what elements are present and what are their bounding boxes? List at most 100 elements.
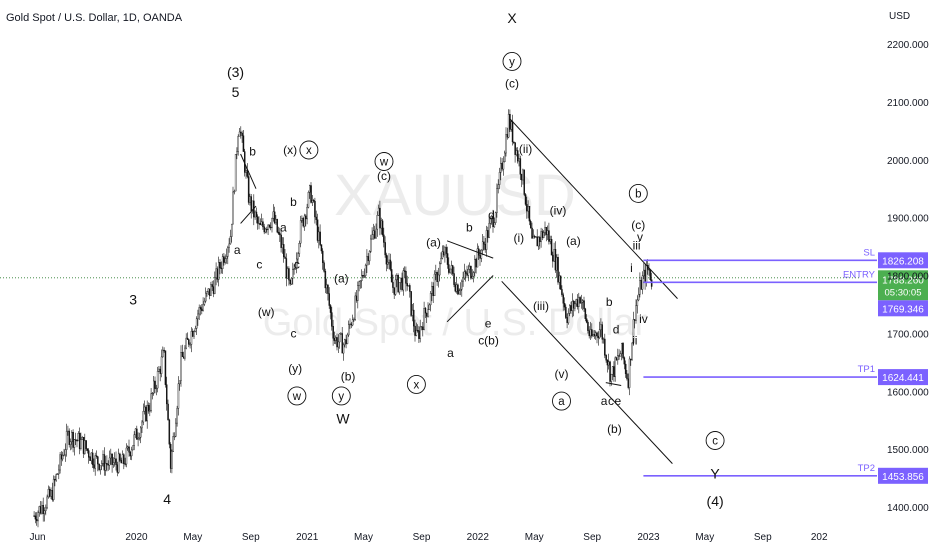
candle-body (427, 309, 429, 317)
trendline[interactable] (446, 240, 494, 259)
trendline[interactable] (605, 382, 622, 386)
candle-body (309, 185, 311, 193)
candle-body (614, 357, 617, 378)
candle-body (107, 464, 109, 466)
candle-body (518, 158, 520, 162)
candle-body (273, 211, 276, 224)
candle-body (69, 441, 72, 445)
candle-body (454, 284, 457, 292)
candle-body (164, 350, 167, 385)
candle-body (108, 457, 111, 466)
y-tick-label: 1500.000 (887, 445, 929, 456)
candle-body (588, 330, 591, 337)
candle-body (362, 275, 364, 277)
candle-body (423, 308, 425, 330)
candle-body (384, 242, 386, 256)
candle-body (436, 272, 438, 283)
currency-label: USD (889, 11, 910, 22)
candle-body (254, 211, 256, 218)
candle-body (466, 273, 468, 276)
candle-body (536, 236, 539, 247)
candle-body (163, 349, 165, 352)
candle-body (626, 373, 628, 379)
candle-body (202, 304, 204, 311)
candle-body (324, 271, 327, 289)
candle-body (631, 342, 633, 361)
candle-body (623, 357, 626, 365)
candle-body (162, 349, 164, 358)
candle-body (565, 306, 567, 318)
candle-body (221, 256, 224, 270)
candle-body (628, 358, 631, 388)
candle-body (311, 199, 314, 203)
candle-body (182, 356, 185, 359)
candle-body (450, 265, 453, 270)
candle-body (223, 256, 225, 263)
candle-body (136, 428, 138, 440)
watermark-symbol: XAUUSD (334, 163, 576, 228)
y-tick-label: 1800.000 (887, 272, 929, 283)
candle-body (232, 191, 234, 225)
trendline[interactable] (446, 275, 494, 323)
candle-body (540, 231, 542, 242)
candle-body (435, 272, 437, 275)
candle-body (197, 313, 199, 319)
candle-body (332, 326, 334, 339)
candle-body (346, 334, 349, 344)
candle-body (257, 216, 259, 224)
candle-body (294, 267, 297, 269)
candle-body (319, 231, 321, 245)
candle-body (598, 329, 601, 338)
trendline[interactable] (501, 280, 673, 464)
wave-label: 3 (129, 291, 137, 307)
y-tick-label: 1700.000 (887, 329, 929, 340)
candle-body (381, 220, 384, 236)
candle-body (437, 274, 440, 283)
trendline[interactable] (240, 205, 257, 224)
candle-body (407, 285, 410, 287)
candle-body (583, 300, 585, 310)
candle-body (216, 268, 219, 280)
trendline[interactable] (509, 118, 678, 299)
candle-body (639, 280, 641, 295)
y-tick-label: 1900.000 (887, 214, 929, 225)
level-price-box (878, 369, 928, 386)
candle-body (171, 451, 173, 469)
symbol-title[interactable]: Gold Spot / U.S. Dollar, 1D, OANDA (6, 12, 183, 24)
candle-body (245, 170, 247, 173)
wave-label: 5 (232, 84, 240, 100)
candle-body (207, 288, 210, 292)
candle-body (621, 343, 623, 355)
candle-body (328, 293, 331, 306)
trendline[interactable] (240, 153, 257, 189)
wave-circle (705, 431, 725, 450)
candle-body (363, 275, 366, 277)
candle-body (636, 299, 639, 306)
candle-body (553, 248, 555, 262)
candle-body (448, 264, 450, 273)
candle-body (191, 331, 194, 337)
candle-body (641, 275, 644, 290)
candle-body (589, 329, 592, 337)
wave-label: b (249, 145, 256, 159)
candle-body (64, 449, 67, 456)
candle-body (188, 339, 190, 345)
wave-label: d (488, 208, 495, 222)
y-tick-label: 2200.000 (887, 40, 929, 51)
candle-body (234, 153, 237, 192)
candle-body (41, 505, 43, 514)
candle-body (519, 158, 522, 175)
candle-body (325, 284, 328, 289)
x-tick-label: Jun (29, 532, 45, 543)
candle-body (178, 380, 181, 385)
candle-body (559, 275, 562, 290)
current-price-box (878, 270, 928, 301)
level-label-tp1: TP1 (858, 364, 875, 375)
candle-body (119, 453, 121, 461)
candle-body (322, 250, 324, 263)
wave-label: c (294, 258, 300, 272)
candle-body (471, 276, 474, 279)
candle-body (219, 262, 221, 269)
candle-body (396, 275, 398, 281)
